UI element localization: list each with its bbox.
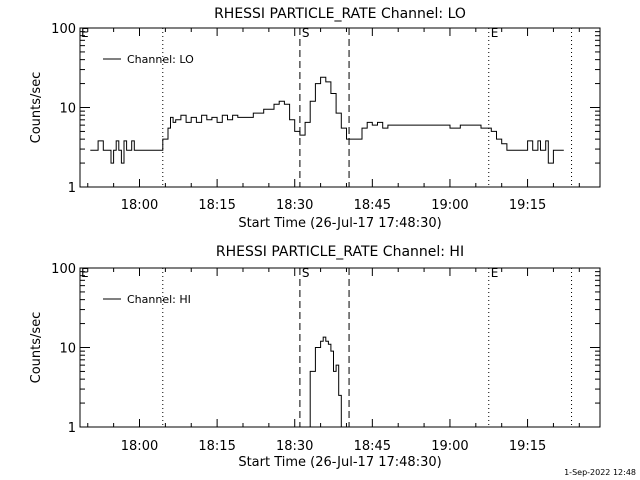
series-line-channel-lo	[90, 76, 564, 164]
x-tick-label: 19:15	[509, 439, 546, 454]
plot-frame	[79, 27, 601, 188]
x-tick-label: 19:00	[431, 439, 468, 454]
y-axis-label: Counts/sec	[29, 312, 44, 384]
chart-title: RHESSI PARTICLE_RATE Channel: HI	[216, 244, 464, 260]
y-tick-label: 1	[68, 421, 76, 436]
x-tick-label: 18:00	[121, 439, 158, 454]
corner-marker-label: E	[81, 266, 89, 280]
x-tick-label: 18:45	[354, 198, 391, 213]
event-marker-label: S	[302, 266, 310, 280]
y-tick-label: 10	[59, 342, 76, 357]
x-tick-label: 18:30	[276, 439, 313, 454]
chart-title: RHESSI PARTICLE_RATE Channel: LO	[214, 6, 466, 22]
x-tick-label: 18:00	[121, 198, 158, 213]
plot-frame	[79, 267, 601, 428]
y-tick-label: 1	[68, 181, 76, 196]
legend-entry: Channel: HI	[127, 293, 191, 306]
event-marker-label: E	[491, 266, 499, 280]
x-tick-label: 18:15	[198, 198, 235, 213]
corner-marker-label: E	[81, 26, 89, 40]
event-marker-label: E	[491, 26, 499, 40]
x-tick-label: 19:15	[509, 198, 546, 213]
event-marker-label: S	[302, 26, 310, 40]
x-tick-label: 18:15	[198, 439, 235, 454]
y-axis-label: Counts/sec	[29, 72, 44, 144]
y-tick-label: 100	[51, 22, 76, 37]
y-tick-label: 100	[51, 262, 76, 277]
footer-timestamp: 1-Sep-2022 12:48	[564, 468, 636, 477]
series-line-channel-hi	[305, 336, 342, 428]
x-axis-label: Start Time (26-Jul-17 17:48:30)	[238, 216, 441, 231]
x-tick-label: 19:00	[431, 198, 468, 213]
legend-entry: Channel: LO	[127, 53, 194, 66]
y-tick-label: 10	[59, 102, 76, 117]
x-tick-label: 18:30	[276, 198, 313, 213]
x-axis-label: Start Time (26-Jul-17 17:48:30)	[238, 455, 441, 470]
x-tick-label: 18:45	[354, 439, 391, 454]
